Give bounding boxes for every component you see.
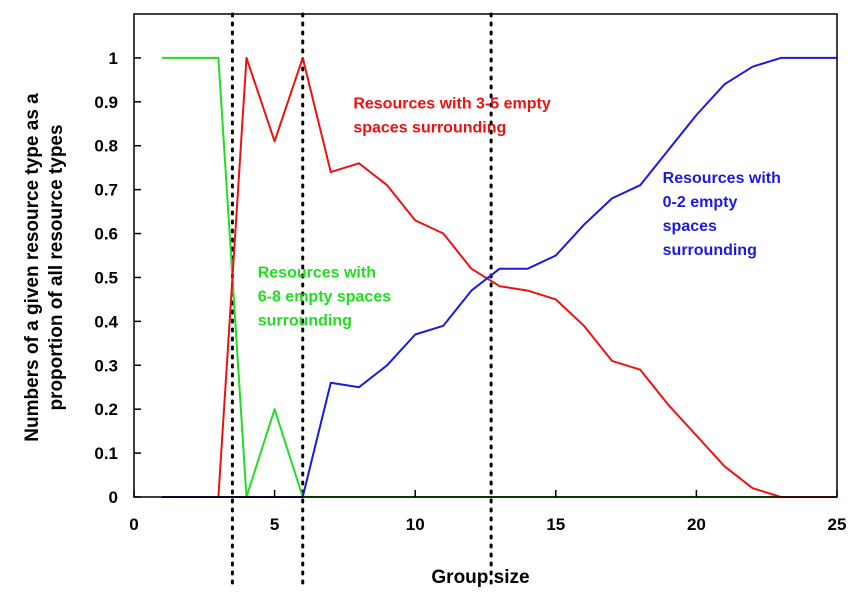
- annotation-0-line-0: Resources with 3-5 empty: [353, 95, 551, 112]
- annotation-1-line-0: Resources with: [663, 170, 781, 187]
- y-tick-label-2: 0.2: [94, 400, 118, 419]
- annotation-1: Resources with 0-2 empty spaces surrounding: [663, 170, 781, 259]
- annotation-0: Resources with 3-5 empty spaces surroundi…: [353, 95, 551, 136]
- y-axis-ticks: 0 0.1 0.2 0.3 0.4 0.5 0.6 0.7 0.8 0.9 1: [94, 49, 141, 507]
- series-line-1: [162, 56, 837, 498]
- y-axis-label-line-0: Numbers of a given resource type as a: [22, 93, 43, 442]
- y-axis-label-line-1: proportion of all resource types: [46, 124, 67, 410]
- annotation-2: Resources with 6-8 empty spaces surroundin…: [258, 264, 392, 329]
- y-tick-label-5: 0.5: [94, 268, 118, 287]
- y-tick-label-9: 0.9: [94, 93, 118, 112]
- annotation-0-line-1: spaces surrounding: [353, 119, 506, 136]
- y-axis-label: Numbers of a given resource type as a pro…: [22, 93, 67, 442]
- y-tick-label-0: 0: [109, 488, 118, 507]
- y-tick-label-10: 1: [109, 49, 118, 68]
- annotation-1-line-2: spaces: [663, 218, 717, 235]
- y-tick-label-1: 0.1: [94, 444, 118, 463]
- y-tick-label-4: 0.4: [94, 312, 118, 331]
- y-tick-label-8: 0.8: [94, 137, 118, 156]
- x-tick-label-1: 5: [270, 515, 279, 534]
- y-tick-label-7: 0.7: [94, 181, 118, 200]
- y-tick-label-6: 0.6: [94, 225, 118, 244]
- annotation-1-line-3: surrounding: [663, 242, 757, 259]
- plot-frame: [133, 13, 838, 498]
- annotation-2-line-2: surrounding: [258, 312, 352, 329]
- annotation-1-line-1: 0-2 empty: [663, 194, 738, 211]
- x-tick-label-4: 20: [687, 515, 706, 534]
- x-tick-label-2: 10: [406, 515, 425, 534]
- annotation-2-line-0: Resources with: [258, 264, 376, 281]
- annotation-2-line-1: 6-8 empty spaces: [258, 288, 392, 305]
- x-tick-label-5: 25: [828, 515, 847, 534]
- x-axis-ticks: 0 5 10 15 20 25: [129, 490, 846, 534]
- annotations: Resources with 3-5 empty spaces surroundi…: [258, 95, 781, 329]
- vertical-dotted-lines: [230, 12, 493, 590]
- x-tick-label-0: 0: [129, 515, 138, 534]
- y-tick-label-3: 0.3: [94, 356, 118, 375]
- x-tick-label-3: 15: [546, 515, 565, 534]
- x-axis-label: Group size: [431, 567, 529, 588]
